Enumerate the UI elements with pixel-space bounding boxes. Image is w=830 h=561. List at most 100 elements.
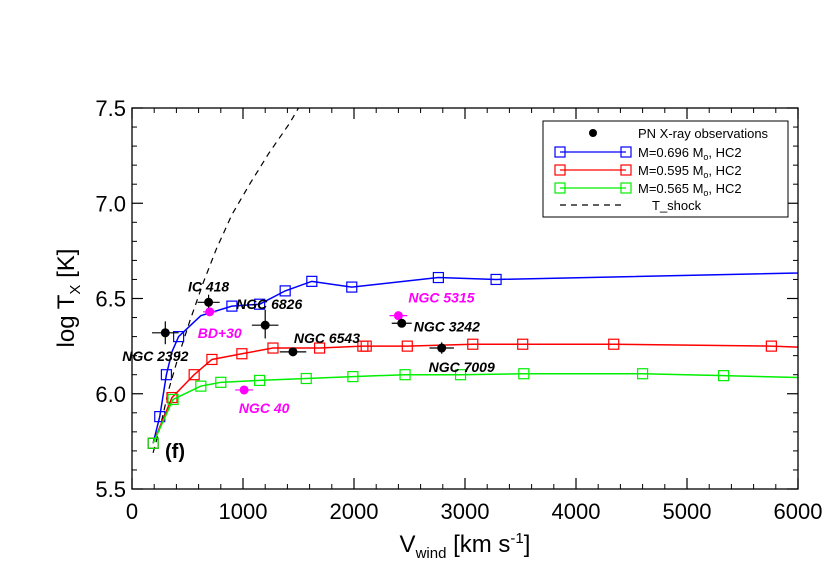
obs-point-ngc-5315 xyxy=(393,311,403,321)
series-layer xyxy=(147,108,798,453)
series-line-green xyxy=(152,372,798,444)
series-marker-red xyxy=(313,342,326,354)
series-marker-blue xyxy=(226,300,238,312)
series-marker-blue xyxy=(160,369,173,381)
series-marker-blue xyxy=(254,298,266,310)
legend-green-label-sub: o xyxy=(703,188,708,198)
series-marker-green xyxy=(167,393,179,406)
obs-label-ngc-5315: NGC 5315 xyxy=(408,290,474,306)
series-marker-red xyxy=(467,338,479,350)
series-marker-green xyxy=(254,374,266,387)
legend-blue-label-tail: , HC2 xyxy=(708,145,741,160)
legend-green-label-tail: , HC2 xyxy=(708,181,741,196)
obs-label-ngc-2392: NGC 2392 xyxy=(122,348,188,364)
legend-red-label: M=0.595 Mo, HC2 xyxy=(638,163,742,180)
x-axis-title-tail: [km s xyxy=(446,531,510,558)
series-marker-green xyxy=(347,371,359,383)
series-marker-red xyxy=(517,338,529,350)
series-marker-blue xyxy=(306,275,318,287)
x-tick-label: 5000 xyxy=(663,499,712,524)
x-tick-label: 1000 xyxy=(219,499,268,524)
axes-layer: 0 1000 2000 3000 4000 5000 6000 5.5 6.0 6.5 7.0 7.5 xyxy=(95,96,822,524)
series-marker-blue xyxy=(432,271,444,284)
x-tick-label: 3000 xyxy=(441,499,490,524)
legend-red-label-main: M=0.595 M xyxy=(638,163,703,178)
legend-blue-marker-left xyxy=(554,146,566,158)
y-tick-label: 5.5 xyxy=(95,477,126,502)
series-marker-green xyxy=(454,369,467,381)
legend-red-marker-right xyxy=(620,164,632,176)
legend-green-marker-left xyxy=(554,182,566,194)
obs-point-ngc-7009 xyxy=(437,343,447,353)
x-axis-title-main: V xyxy=(400,531,416,558)
series-marker-green xyxy=(215,376,227,388)
series-marker-red xyxy=(206,353,218,366)
observations-layer: NGC 2392 IC 418 BD+30 NGC 6826 NGC 6543 NGC 5… xyxy=(122,278,495,416)
series-marker-green xyxy=(147,437,159,449)
legend-obs-label: PN X-ray observations xyxy=(638,126,769,141)
series-marker-green xyxy=(195,380,207,392)
x-axis-title: Vwind [km s-1] xyxy=(400,530,531,561)
obs-label-bd-30: BD+30 xyxy=(198,325,242,341)
legend-blue-label-main: M=0.696 M xyxy=(638,145,703,160)
legend-green-marker-right xyxy=(620,182,632,194)
x-axis-title-sub: wind xyxy=(415,545,447,561)
obs-point-ic-418 xyxy=(204,297,214,307)
legend-shock-label: T_shock xyxy=(652,198,702,213)
obs-label-ngc-6543: NGC 6543 xyxy=(294,330,360,346)
x-tick-label: 2000 xyxy=(330,499,379,524)
series-marker-red xyxy=(360,340,372,352)
obs-point-ngc-6826 xyxy=(260,320,270,330)
obs-label-ic-418: IC 418 xyxy=(188,278,229,294)
y-tick-label: 6.5 xyxy=(95,287,126,312)
legend-green-label-main: M=0.565 M xyxy=(638,181,703,196)
x-tick-label: 0 xyxy=(126,499,138,524)
obs-label-ngc-40: NGC 40 xyxy=(239,400,290,416)
x-axis-title-sup: -1 xyxy=(510,530,523,547)
series-marker-red xyxy=(267,342,279,354)
series-marker-red xyxy=(401,340,413,352)
y-axis-title-sub: X xyxy=(67,285,84,295)
series-marker-blue xyxy=(490,273,502,286)
panel-label: (f) xyxy=(165,441,185,463)
obs-label-ngc-3242: NGC 3242 xyxy=(414,318,480,334)
legend-blue-label-sub: o xyxy=(703,152,708,162)
legend: PN X-ray observations M=0.696 Mo, HC2 M=… xyxy=(542,120,789,218)
series-marker-green xyxy=(399,369,411,381)
y-tick-label: 7.0 xyxy=(95,191,126,216)
y-axis-title: log TX [K] xyxy=(53,249,84,348)
y-axis-title-main: log T xyxy=(53,294,80,347)
legend-red-label-tail: , HC2 xyxy=(708,163,741,178)
series-line-blue xyxy=(152,272,798,444)
y-tick-label: 6.0 xyxy=(95,382,126,407)
series-marker-red xyxy=(188,369,200,381)
legend-red-label-sub: o xyxy=(703,170,708,180)
series-marker-green xyxy=(636,368,649,380)
legend-box xyxy=(542,120,789,218)
series-line-red xyxy=(152,343,798,444)
obs-label-ngc-7009: NGC 7009 xyxy=(429,359,495,375)
series-marker-blue xyxy=(173,331,185,343)
series-marker-green xyxy=(300,372,312,385)
x-tick-label: 4000 xyxy=(552,499,601,524)
legend-green-label: M=0.565 Mo, HC2 xyxy=(638,181,742,198)
y-axis-title-tail: [K] xyxy=(53,249,80,285)
series-marker-red xyxy=(608,338,620,350)
x-axis-title-end: ] xyxy=(524,531,531,558)
obs-point-bd-30 xyxy=(205,307,215,317)
series-marker-blue xyxy=(346,281,358,293)
obs-point-ngc-3242 xyxy=(397,318,407,328)
series-marker-red xyxy=(765,340,777,352)
series-marker-green xyxy=(518,368,530,380)
legend-blue-marker-right xyxy=(620,146,632,158)
legend-obs-marker xyxy=(589,129,597,137)
series-marker-red xyxy=(236,348,248,360)
x-tick-label: 6000 xyxy=(774,499,823,524)
obs-point-ngc-2392 xyxy=(160,328,170,338)
series-marker-green xyxy=(718,370,730,382)
legend-blue-label: M=0.696 Mo, HC2 xyxy=(638,145,742,162)
obs-label-ngc-6826: NGC 6826 xyxy=(236,296,302,312)
obs-point-ngc-40 xyxy=(239,385,249,395)
obs-point-ngc-6543 xyxy=(288,347,298,357)
